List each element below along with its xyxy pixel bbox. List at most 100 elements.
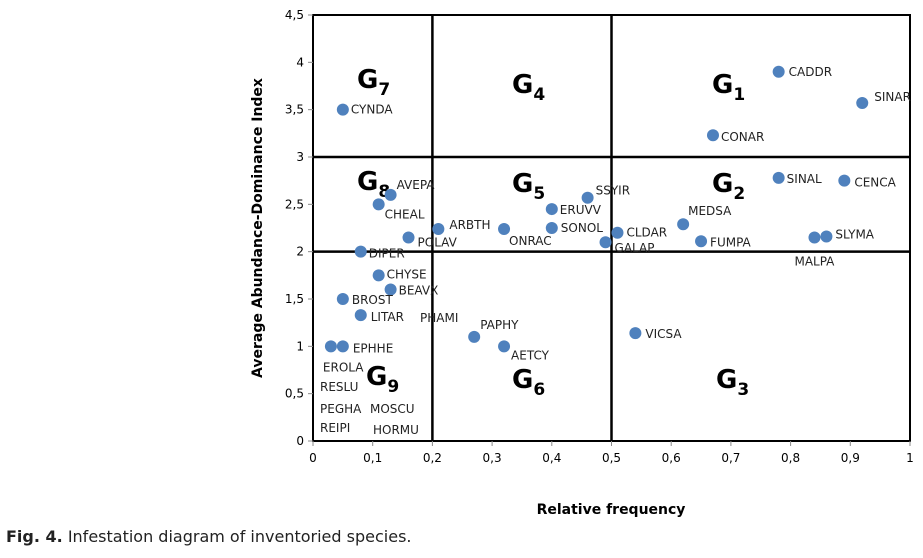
data-point [336,103,349,116]
point-label: AETCY [511,348,550,362]
data-point [706,129,719,142]
data-point [838,174,851,187]
data-point [545,203,558,216]
point-label: EPHHE [353,341,393,355]
y-tick-label: 3,5 [285,103,304,117]
group-label: G9 [366,362,399,397]
data-point [677,218,690,231]
group-label: G4 [512,70,545,105]
infestation-scatter-chart: Relative frequency Average Abundance-Dom… [250,8,914,518]
y-tick-label: 4 [296,55,304,69]
x-tick-label: 0,4 [542,451,561,465]
point-label: SLYMA [835,228,874,242]
point-label: MALPA [794,254,835,268]
data-point [354,245,367,258]
point-label: FUMPA [710,235,752,249]
point-label: POLAV [418,235,458,249]
species-label: MOSCU [370,402,415,416]
x-tick-label: 1 [906,451,914,465]
x-tick-label: 0,6 [662,451,681,465]
point-label: AVEPA [397,178,436,192]
data-point [808,231,821,244]
group-label: G2 [712,169,745,204]
data-point [336,340,349,353]
data-point [772,171,785,184]
data-point [432,222,445,235]
x-tick-label: 0,5 [602,451,621,465]
y-tick-label: 0,5 [285,387,304,401]
data-point [402,231,415,244]
x-axis-title: Relative frequency [537,502,686,518]
data-point [498,340,511,353]
x-tick-label: 0,9 [841,451,860,465]
data-point [372,269,385,282]
data-point [336,293,349,305]
species-label: RESLU [320,380,358,394]
data-point [856,97,869,110]
point-label: CONAR [721,130,764,144]
species-label: HORMU [373,423,419,437]
point-label: PAPHY [480,318,519,332]
point-label: BROST [352,293,394,307]
species-label: PHAMI [420,311,458,325]
data-point [599,236,612,249]
y-tick-label: 3 [296,150,304,164]
point-label: MEDSA [688,204,732,218]
x-tick-label: 0,7 [721,451,740,465]
point-label: DIPER [369,247,405,261]
data-point [384,188,397,201]
y-tick-label: 1 [296,339,304,353]
data-point [384,283,397,296]
point-label: CLDAR [626,226,667,240]
point-label: SSYIR [596,184,630,198]
group-label: G6 [512,365,545,400]
point-label: CHEAL [385,207,425,221]
data-point [629,327,642,340]
point-label: BEAVX [399,284,439,298]
data-point [468,330,481,343]
figure-caption: Fig. 4. Infestation diagram of inventori… [6,527,411,546]
data-point [354,309,367,322]
x-tick-label: 0,1 [363,451,382,465]
data-point [498,222,511,235]
data-point [611,226,624,239]
group-label: G7 [357,65,390,100]
group-label: G1 [712,70,745,105]
point-label: ARBTH [449,218,490,232]
point-label: VICSA [645,327,682,341]
x-tick-label: 0,8 [781,451,800,465]
data-point [581,191,594,204]
species-label: REIPI [320,421,350,435]
y-tick-label: 0 [296,434,304,448]
point-label: ONRAC [509,234,552,248]
data-point [372,198,385,211]
x-tick-label: 0,3 [483,451,502,465]
data-point [545,222,558,234]
group-label: G5 [512,169,545,204]
point-label: SINAL [787,172,822,186]
group-label: G8 [357,167,390,202]
point-label: CHYSE [387,267,427,281]
data-point [324,340,337,353]
y-tick-label: 1,5 [285,292,304,306]
point-label: CADDR [789,65,832,79]
caption-text: Infestation diagram of inventoried speci… [62,527,412,546]
x-tick-label: 0,2 [423,451,442,465]
species-label: PEGHA [320,402,362,416]
caption-prefix: Fig. 4. [6,527,63,546]
point-label: CENCA [854,176,896,190]
point-label: SONOL [561,221,603,235]
point-label: GALAP [615,241,655,255]
x-tick-label: 0 [309,451,317,465]
group-label: G3 [716,365,749,400]
y-tick-label: 2 [296,245,304,259]
data-point [820,230,833,243]
point-label: ERUVV [560,203,602,217]
data-point [772,65,785,78]
point-label: EROLA [323,360,364,374]
point-label: SINAR [874,90,911,104]
y-tick-label: 4,5 [285,8,304,22]
data-point [695,235,708,248]
point-label: CYNDA [351,103,394,117]
y-tick-label: 2,5 [285,197,304,211]
